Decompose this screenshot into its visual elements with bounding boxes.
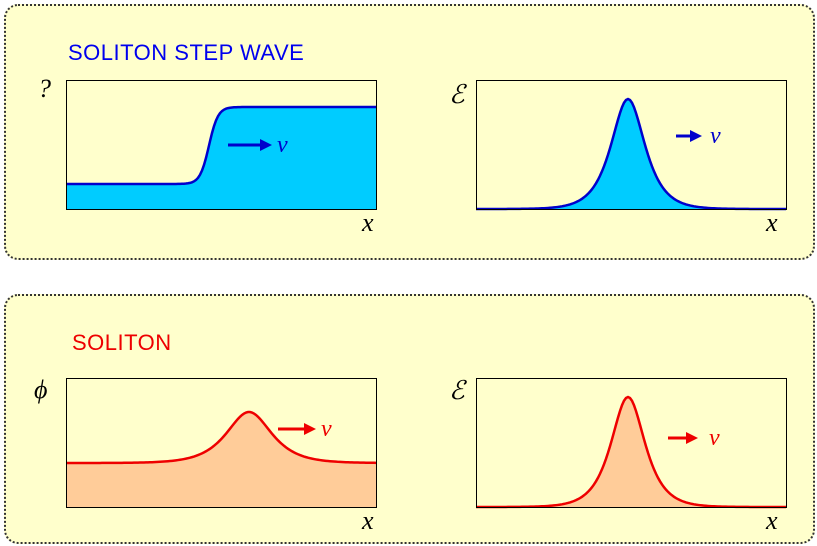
soliton-energy-plot: v xyxy=(476,378,787,509)
velocity-label: v xyxy=(709,425,720,451)
plot-frame xyxy=(66,378,377,508)
step-wave-plot: v xyxy=(66,80,377,210)
energy-pulse-fill xyxy=(476,99,786,210)
step-wave-curve xyxy=(66,105,376,186)
velocity-label: v xyxy=(277,132,288,158)
x-axis-label: x xyxy=(362,506,374,535)
x-axis-label: x xyxy=(766,208,778,237)
plot-frame xyxy=(476,378,787,508)
velocity-arrow xyxy=(228,139,272,151)
step-wave-fill xyxy=(66,107,376,210)
soliton-step-wave-panel: SOLITON STEP WAVE xyxy=(4,4,815,260)
plot-frame xyxy=(66,80,377,210)
y-axis-label: ℰ xyxy=(449,80,465,109)
y-axis-label: ℰ xyxy=(449,376,465,405)
soliton-plot: v xyxy=(66,378,377,508)
soliton-curve xyxy=(66,410,377,465)
step-wave-energy-plot: v xyxy=(476,80,787,211)
x-axis-label: x xyxy=(362,208,374,237)
velocity-arrow xyxy=(278,423,316,435)
velocity-label: v xyxy=(321,416,332,442)
plot-frame xyxy=(476,80,787,210)
y-axis-label: ϕ xyxy=(34,375,48,404)
energy-pulse-fill xyxy=(476,397,786,508)
velocity-label: v xyxy=(710,123,721,149)
velocity-arrow xyxy=(676,130,702,142)
soliton-fill xyxy=(66,412,376,508)
energy-pulse-curve xyxy=(476,97,786,211)
energy-pulse-curve xyxy=(476,395,786,509)
panel-title: SOLITON STEP WAVE xyxy=(68,40,305,65)
panel-title: SOLITON xyxy=(72,330,172,355)
x-axis-label: x xyxy=(766,506,778,535)
velocity-arrow xyxy=(668,432,698,444)
y-axis-label: ? xyxy=(38,74,51,103)
